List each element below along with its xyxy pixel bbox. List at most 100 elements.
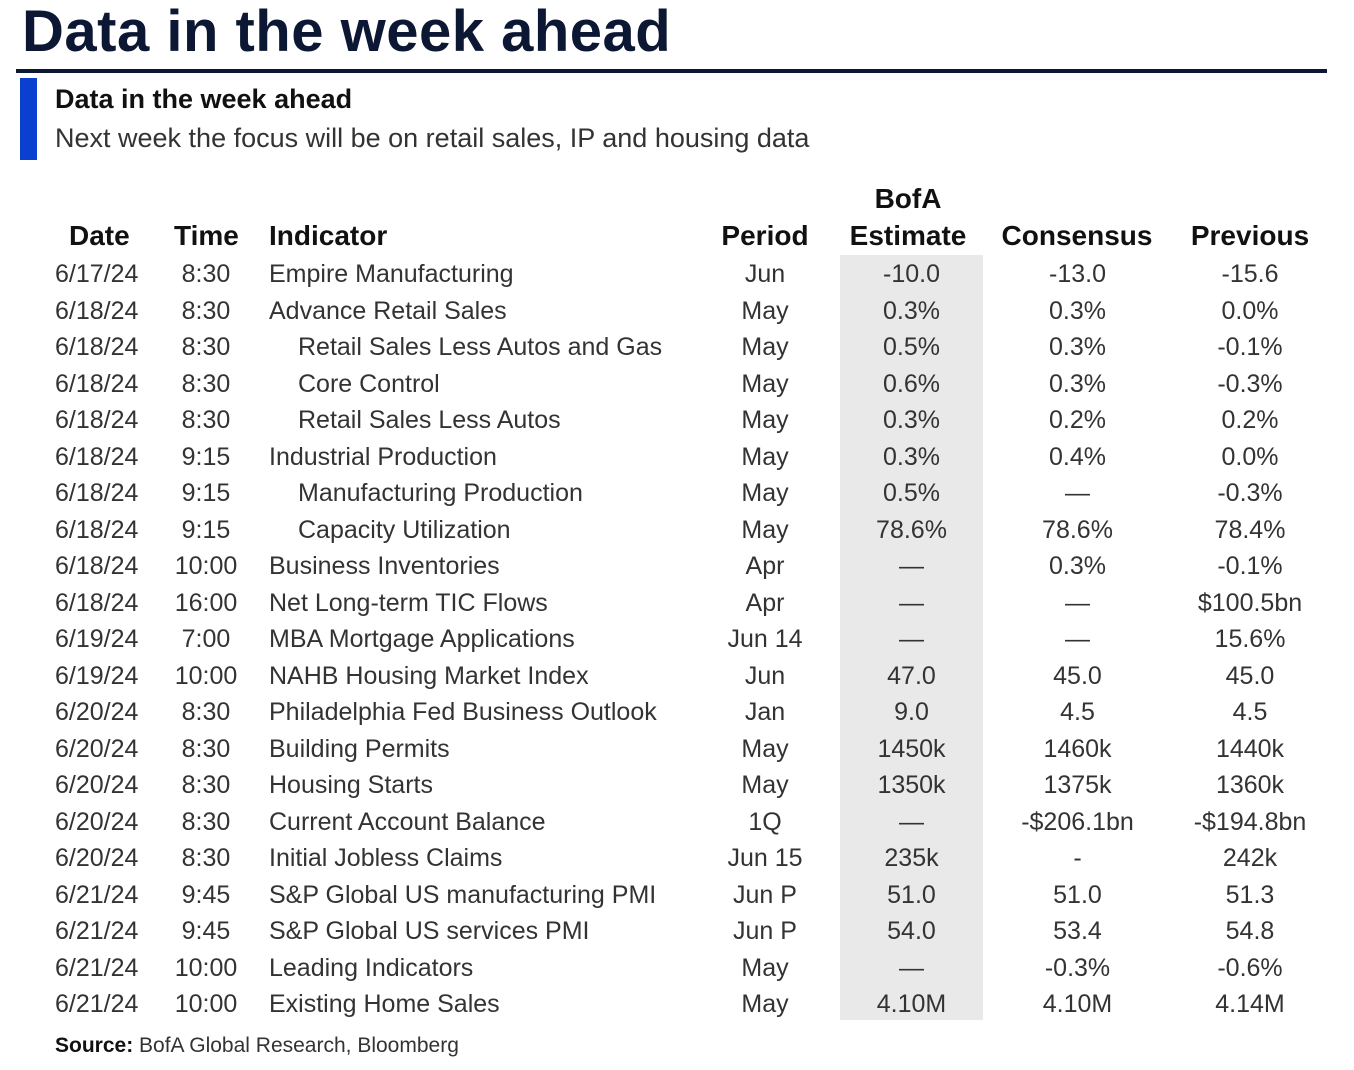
cell-date: 6/21/24	[55, 990, 139, 1018]
table-row: 6/18/24 16:00 Net Long-term TIC Flows Apr — —…	[0, 585, 1354, 622]
section-accent-bar	[20, 78, 37, 160]
table-row: 6/18/24 8:30 Retail Sales Less Autos and G…	[0, 329, 1354, 366]
cell-consensus: 53.4	[1053, 917, 1102, 945]
cell-consensus: 0.3%	[1049, 296, 1106, 325]
cell-period: Apr	[745, 552, 785, 580]
table-row: 6/20/24 8:30 Housing Starts May 1350k 1375k 13…	[0, 767, 1354, 804]
cell-period: May	[741, 442, 789, 471]
estimate-column-highlight	[840, 255, 983, 1020]
cell-time: 8:30	[181, 698, 231, 726]
exhibit-title: Data in the week ahead	[55, 84, 353, 114]
data-table-body: 6/17/24 8:30 Empire Manufacturing Jun -10.0 -…	[0, 256, 1354, 1023]
cell-period: May	[741, 479, 789, 507]
source-label: Source:	[55, 1034, 134, 1057]
cell-consensus: -	[1073, 844, 1082, 872]
cell-bofa-estimate: —	[899, 625, 924, 653]
cell-time: 9:15	[181, 442, 231, 471]
cell-time: 10:00	[174, 661, 238, 690]
source-text: BofA Global Research, Bloomberg	[139, 1034, 459, 1057]
cell-period: May	[741, 771, 789, 799]
cell-consensus: 45.0	[1053, 661, 1102, 690]
cell-time: 8:30	[181, 771, 231, 799]
cell-date: 6/18/24	[55, 515, 139, 544]
cell-bofa-estimate: 4.10M	[876, 990, 947, 1018]
cell-time: 9:15	[181, 479, 231, 507]
cell-indicator: Philadelphia Fed Business Outlook	[269, 698, 657, 726]
cell-previous: -0.3%	[1217, 369, 1283, 398]
cell-previous: 78.4%	[1214, 515, 1286, 544]
cell-indicator: Initial Jobless Claims	[269, 844, 503, 872]
cell-time: 8:30	[181, 296, 231, 325]
cell-previous: 0.0%	[1221, 442, 1279, 471]
cell-time: 10:00	[174, 990, 238, 1018]
cell-previous: -0.6%	[1217, 953, 1283, 982]
cell-bofa-estimate: -10.0	[883, 260, 940, 288]
cell-indicator: Current Account Balance	[269, 807, 546, 836]
cell-bofa-estimate: —	[899, 552, 924, 580]
cell-bofa-estimate: 0.3%	[883, 296, 940, 325]
cell-time: 10:00	[174, 552, 238, 580]
cell-date: 6/18/24	[55, 296, 139, 325]
header-period: Period	[721, 220, 809, 251]
cell-bofa-estimate: 0.6%	[883, 369, 940, 398]
table-row: 6/18/24 8:30 Core Control May 0.6% 0.3% -0.3%	[0, 366, 1354, 403]
cell-consensus: 4.10M	[1042, 990, 1113, 1018]
cell-indicator: Existing Home Sales	[269, 990, 500, 1018]
cell-previous: -0.1%	[1217, 333, 1283, 361]
cell-period: Jun P	[733, 917, 797, 945]
cell-previous: -$194.8bn	[1193, 807, 1307, 836]
cell-period: May	[741, 333, 789, 361]
cell-bofa-estimate: 51.0	[887, 880, 936, 909]
cell-period: May	[741, 369, 789, 398]
cell-indicator: Capacity Utilization	[298, 515, 511, 544]
cell-indicator: Industrial Production	[269, 442, 497, 471]
cell-period: May	[741, 296, 789, 325]
cell-consensus: 0.3%	[1049, 369, 1106, 398]
cell-time: 9:45	[181, 880, 231, 909]
cell-time: 8:30	[181, 406, 231, 434]
header-estimate-line1: BofA	[874, 183, 942, 214]
cell-date: 6/20/24	[55, 771, 139, 799]
cell-date: 6/18/24	[55, 333, 139, 361]
cell-previous: 4.14M	[1215, 990, 1285, 1018]
cell-bofa-estimate: —	[899, 807, 924, 836]
cell-consensus: 1460k	[1043, 734, 1112, 763]
cell-previous: -15.6	[1221, 260, 1279, 288]
table-row: 6/20/24 8:30 Philadelphia Fed Business Out…	[0, 694, 1354, 731]
cell-period: May	[741, 406, 789, 434]
cell-date: 6/19/24	[55, 661, 139, 690]
cell-indicator: S&P Global US manufacturing PMI	[269, 880, 657, 909]
cell-previous: 0.0%	[1221, 296, 1279, 325]
cell-date: 6/20/24	[55, 844, 139, 872]
cell-time: 8:30	[181, 260, 231, 288]
cell-time: 8:30	[181, 734, 231, 763]
table-row: 6/18/24 9:15 Industrial Production May 0.3% 0…	[0, 439, 1354, 476]
cell-consensus: -$206.1bn	[1021, 807, 1134, 836]
cell-bofa-estimate: 47.0	[887, 661, 936, 690]
exhibit-caption: Next week the focus will be on retail sa…	[55, 123, 810, 153]
cell-date: 6/18/24	[55, 406, 139, 434]
cell-consensus: -0.3%	[1044, 953, 1111, 982]
cell-previous: 1440k	[1215, 734, 1285, 763]
table-row: 6/21/24 10:00 Leading Indicators May — -0.3% -…	[0, 950, 1354, 987]
cell-date: 6/21/24	[55, 917, 139, 945]
table-row: 6/18/24 9:15 Manufacturing Production May 0.…	[0, 475, 1354, 512]
cell-date: 6/18/24	[55, 479, 139, 507]
cell-time: 9:15	[181, 515, 231, 544]
cell-date: 6/18/24	[55, 588, 139, 617]
cell-indicator: MBA Mortgage Applications	[269, 625, 575, 653]
cell-bofa-estimate: 0.5%	[883, 479, 940, 507]
cell-time: 8:30	[181, 844, 231, 872]
cell-date: 6/20/24	[55, 698, 139, 726]
cell-bofa-estimate: 1350k	[877, 771, 946, 799]
cell-consensus: -13.0	[1049, 260, 1106, 288]
table-row: 6/19/24 7:00 MBA Mortgage Applications Jun …	[0, 621, 1354, 658]
source-note: Source: BofA Global Research, Bloomberg	[55, 1034, 459, 1058]
table-row: 6/21/24 9:45 S&P Global US services PMI Jun…	[0, 913, 1354, 950]
table-row: 6/21/24 10:00 Existing Home Sales May 4.10M 4…	[0, 986, 1354, 1023]
cell-indicator: Empire Manufacturing	[269, 260, 514, 288]
cell-indicator: S&P Global US services PMI	[269, 917, 590, 945]
cell-consensus: 0.4%	[1049, 442, 1106, 471]
cell-period: Jun 14	[727, 625, 803, 653]
header-time: Time	[174, 220, 239, 251]
